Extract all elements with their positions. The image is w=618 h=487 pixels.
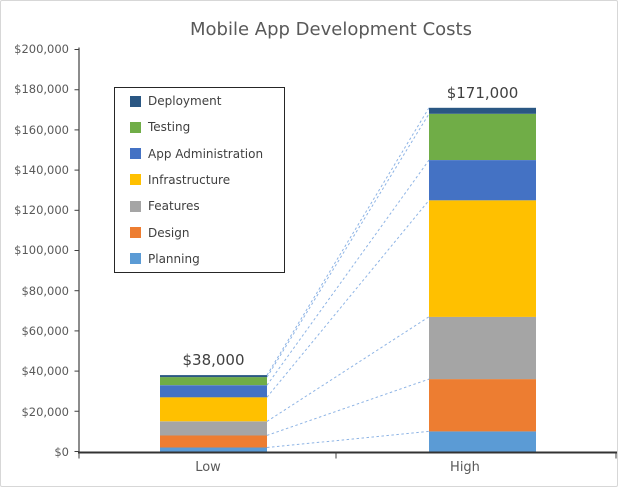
deployment-swatch-icon	[130, 95, 141, 107]
bar-segment-features-low	[160, 421, 267, 436]
bar-segment-testing-low	[160, 377, 267, 386]
y-tick-label: $100,000	[14, 243, 69, 258]
y-tick-label: $0	[54, 444, 69, 459]
bar-segment-planning-low	[160, 447, 267, 452]
legend-item-app-administration: App Administration	[130, 147, 284, 161]
bar-segment-design-high	[429, 379, 536, 432]
legend-label: Planning	[148, 251, 200, 266]
features-swatch-icon	[130, 200, 141, 212]
y-tick-label: $140,000	[14, 162, 69, 177]
bar-segment-app-administration-high	[429, 160, 536, 201]
y-tick-label: $40,000	[21, 364, 69, 379]
legend: Deployment Testing App Administration In…	[114, 87, 285, 273]
connector-line-app-administration	[266, 159, 430, 386]
connector-line-deployment	[266, 107, 430, 376]
app-administration-swatch-icon	[130, 148, 141, 160]
design-swatch-icon	[130, 227, 141, 239]
y-tick-label: $80,000	[21, 283, 69, 298]
connector-line-features	[266, 316, 430, 422]
bar-segment-deployment-high	[429, 107, 536, 114]
bar-segment-infrastructure-high	[429, 200, 536, 317]
y-tick-label: $200,000	[14, 42, 69, 56]
total-label-low: $38,000	[182, 351, 245, 369]
connector-line-testing	[266, 113, 430, 378]
y-tick-label: $180,000	[14, 82, 69, 97]
bar-segment-design-low	[160, 435, 267, 448]
planning-swatch-icon	[130, 253, 141, 265]
chart-title: Mobile App Development Costs	[190, 19, 472, 40]
connector-line-design	[266, 378, 430, 436]
legend-label: Deployment	[148, 94, 222, 109]
bar-segment-features-high	[429, 316, 536, 380]
connector-line-planning	[266, 430, 430, 448]
connector-line-infrastructure	[266, 199, 430, 398]
total-label-high: $171,000	[446, 84, 519, 102]
bar-segment-deployment-low	[160, 375, 267, 378]
y-tick-label: $60,000	[21, 324, 69, 339]
y-tick-label: $160,000	[14, 122, 69, 137]
legend-label: Testing	[148, 120, 191, 135]
y-axis-tick-labels: $200,000 $180,000 $160,000 $140,000 $120…	[1, 42, 69, 459]
bar-segment-planning-high	[429, 431, 536, 452]
bar-segment-testing-high	[429, 113, 536, 160]
bar-segment-infrastructure-low	[160, 397, 267, 422]
x-axis-label-low: Low	[195, 460, 221, 475]
testing-swatch-icon	[130, 121, 141, 133]
legend-label: Infrastructure	[148, 172, 231, 187]
infrastructure-swatch-icon	[130, 174, 141, 186]
legend-item-planning: Planning	[130, 252, 284, 266]
legend-label: App Administration	[148, 146, 264, 161]
legend-item-infrastructure: Infrastructure	[130, 173, 284, 187]
legend-item-deployment: Deployment	[130, 94, 284, 108]
legend-label: Design	[148, 225, 190, 240]
legend-label: Features	[148, 199, 200, 214]
legend-item-features: Features	[130, 199, 284, 213]
y-tick-label: $20,000	[21, 404, 69, 419]
y-tick-label: $120,000	[14, 203, 69, 218]
legend-item-testing: Testing	[130, 120, 284, 134]
bar-segment-app-administration-low	[160, 385, 267, 398]
legend-item-design: Design	[130, 226, 284, 240]
x-axis-label-high: High	[450, 460, 480, 475]
